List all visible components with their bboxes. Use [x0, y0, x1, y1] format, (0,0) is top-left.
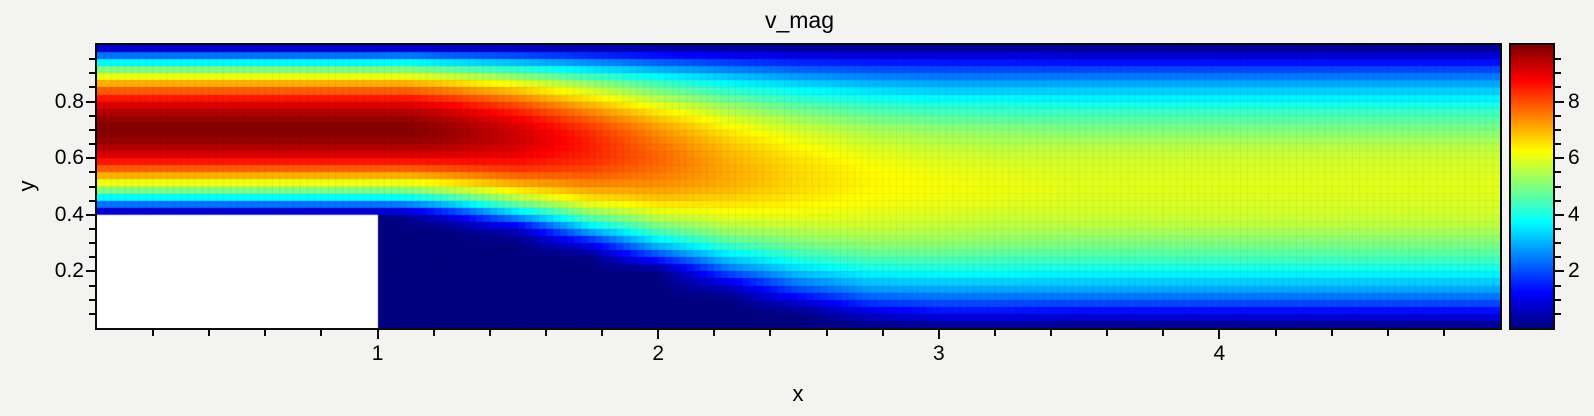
- y-minor-tick: [89, 312, 95, 315]
- colorbar-major-tick: [1555, 213, 1564, 216]
- y-tick-label: 0.2: [54, 259, 84, 283]
- y-minor-tick: [89, 227, 95, 230]
- colorbar-minor-tick: [1555, 185, 1561, 188]
- y-minor-tick: [89, 284, 95, 287]
- colorbar-minor-tick: [1555, 256, 1561, 259]
- y-minor-tick: [89, 171, 95, 174]
- colorbar-major-tick: [1555, 157, 1564, 160]
- x-minor-tick: [601, 330, 604, 336]
- colorbar-major-tick: [1555, 100, 1564, 103]
- colorbar-tick-label: 4: [1568, 202, 1580, 226]
- x-minor-tick: [488, 330, 491, 336]
- x-minor-tick: [208, 330, 211, 336]
- colorbar-minor-tick: [1555, 227, 1561, 230]
- colorbar-minor-tick: [1555, 284, 1561, 287]
- x-minor-tick: [544, 330, 547, 336]
- x-minor-tick: [713, 330, 716, 336]
- colorbar-minor-tick: [1555, 199, 1561, 202]
- x-minor-tick: [825, 330, 828, 336]
- y-tick-label: 0.4: [54, 202, 84, 226]
- colorbar-minor-tick: [1555, 58, 1561, 61]
- y-minor-tick: [89, 298, 95, 301]
- y-minor-tick: [89, 256, 95, 259]
- y-minor-tick: [89, 58, 95, 61]
- y-minor-tick: [89, 72, 95, 75]
- y-minor-tick: [89, 128, 95, 131]
- y-minor-tick: [89, 86, 95, 89]
- x-major-tick: [937, 330, 940, 339]
- colorbar-minor-tick: [1555, 72, 1561, 75]
- x-minor-tick: [1106, 330, 1109, 336]
- plot-title: v_mag: [764, 7, 835, 33]
- x-minor-tick: [881, 330, 884, 336]
- y-minor-tick: [89, 114, 95, 117]
- y-major-tick: [86, 157, 95, 160]
- colorbar-minor-tick: [1555, 171, 1561, 174]
- colorbar-tick-label: 8: [1568, 89, 1580, 113]
- x-minor-tick: [1386, 330, 1389, 336]
- x-tick-label: 1: [371, 342, 384, 365]
- x-minor-tick: [1162, 330, 1165, 336]
- colorbar-tick-label: 2: [1568, 259, 1580, 283]
- x-minor-tick: [432, 330, 435, 336]
- y-tick-label: 0.6: [54, 146, 84, 170]
- colorbar-tick-label: 6: [1568, 146, 1580, 170]
- x-tick-label: 2: [652, 342, 665, 365]
- x-tick-label: 4: [1213, 342, 1226, 365]
- y-minor-tick: [89, 199, 95, 202]
- y-minor-tick: [89, 242, 95, 245]
- y-minor-tick: [89, 185, 95, 188]
- colorbar-minor-tick: [1555, 242, 1561, 245]
- colorbar-minor-tick: [1555, 128, 1561, 131]
- x-major-tick: [657, 330, 660, 339]
- x-major-tick: [376, 330, 379, 339]
- x-minor-tick: [1442, 330, 1445, 336]
- colorbar-minor-tick: [1555, 143, 1561, 146]
- x-minor-tick: [769, 330, 772, 336]
- colorbar-canvas: [1511, 45, 1553, 328]
- x-major-tick: [1218, 330, 1221, 339]
- heatmap-canvas: [97, 45, 1500, 328]
- colorbar-minor-tick: [1555, 312, 1561, 315]
- y-major-tick: [86, 100, 95, 103]
- x-minor-tick: [1330, 330, 1333, 336]
- colorbar-minor-tick: [1555, 86, 1561, 89]
- colorbar-minor-tick: [1555, 114, 1561, 117]
- x-minor-tick: [264, 330, 267, 336]
- x-minor-tick: [152, 330, 155, 336]
- x-tick-label: 3: [932, 342, 945, 365]
- colorbar-major-tick: [1555, 270, 1564, 273]
- y-tick-label: 0.8: [54, 89, 84, 113]
- y-minor-tick: [89, 143, 95, 146]
- x-minor-tick: [1274, 330, 1277, 336]
- colorbar-minor-tick: [1555, 298, 1561, 301]
- y-major-tick: [86, 270, 95, 273]
- y-major-tick: [86, 213, 95, 216]
- y-axis-label: y: [14, 180, 39, 192]
- x-minor-tick: [993, 330, 996, 336]
- x-minor-tick: [320, 330, 323, 336]
- x-axis-label: x: [792, 381, 804, 406]
- x-minor-tick: [1050, 330, 1053, 336]
